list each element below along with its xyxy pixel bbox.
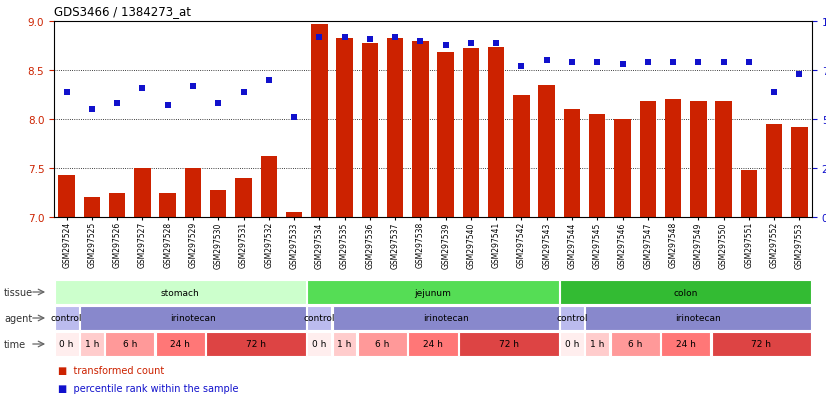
Text: 6 h: 6 h [122, 339, 137, 349]
Bar [55, 306, 78, 330]
Bar [333, 332, 357, 356]
Text: irinotecan: irinotecan [423, 314, 468, 323]
Text: 0 h: 0 h [312, 339, 326, 349]
Bar [661, 332, 710, 356]
Bar [412, 41, 429, 218]
Bar [156, 332, 205, 356]
Bar [539, 85, 555, 218]
Text: control: control [51, 314, 83, 323]
Text: 72 h: 72 h [499, 339, 519, 349]
Text: tissue: tissue [4, 287, 33, 297]
Bar [488, 48, 505, 218]
Bar [513, 95, 529, 218]
Bar [665, 100, 681, 218]
Bar [80, 306, 306, 330]
Bar [639, 102, 656, 218]
Bar [260, 157, 277, 218]
Bar [589, 115, 605, 218]
Bar [83, 198, 100, 218]
Bar [586, 306, 811, 330]
Text: 24 h: 24 h [676, 339, 695, 349]
Bar [307, 306, 331, 330]
Text: jejunum: jejunum [415, 288, 452, 297]
Text: stomach: stomach [161, 288, 200, 297]
Bar [311, 25, 328, 218]
Text: ■  transformed count: ■ transformed count [58, 365, 164, 375]
Text: agent: agent [4, 313, 32, 323]
Bar [791, 128, 808, 218]
Bar [336, 38, 353, 218]
Bar [715, 102, 732, 218]
Text: ■  percentile rank within the sample: ■ percentile rank within the sample [58, 383, 239, 393]
Bar [459, 332, 558, 356]
Bar [438, 53, 453, 218]
Bar [134, 169, 150, 218]
Bar [586, 332, 609, 356]
Text: time: time [4, 339, 26, 349]
Text: irinotecan: irinotecan [676, 314, 721, 323]
Bar [307, 280, 558, 304]
Bar [206, 332, 306, 356]
Text: 72 h: 72 h [752, 339, 771, 349]
Bar [109, 193, 126, 218]
Text: 1 h: 1 h [337, 339, 352, 349]
Bar [560, 306, 584, 330]
Bar [59, 176, 75, 218]
Text: 0 h: 0 h [565, 339, 579, 349]
Text: 6 h: 6 h [375, 339, 390, 349]
Text: 0 h: 0 h [59, 339, 74, 349]
Text: control: control [303, 314, 335, 323]
Bar [712, 332, 811, 356]
Bar [409, 332, 458, 356]
Bar [560, 332, 584, 356]
Bar [333, 306, 558, 330]
Bar [286, 213, 302, 218]
Bar [560, 280, 811, 304]
Text: GDS3466 / 1384273_at: GDS3466 / 1384273_at [54, 5, 191, 18]
Bar [159, 193, 176, 218]
Bar [55, 332, 78, 356]
Bar [463, 49, 479, 218]
Bar [564, 110, 580, 218]
Bar [105, 332, 154, 356]
Bar [615, 120, 631, 218]
Bar [362, 43, 378, 218]
Bar [741, 171, 757, 218]
Bar [766, 125, 782, 218]
Bar [610, 332, 660, 356]
Bar [80, 332, 104, 356]
Text: 1 h: 1 h [590, 339, 605, 349]
Bar [387, 38, 403, 218]
Text: 72 h: 72 h [246, 339, 266, 349]
Text: control: control [556, 314, 588, 323]
Bar [690, 102, 706, 218]
Text: 6 h: 6 h [628, 339, 643, 349]
Bar [358, 332, 407, 356]
Bar [55, 280, 306, 304]
Text: colon: colon [673, 288, 698, 297]
Text: 24 h: 24 h [170, 339, 190, 349]
Bar [307, 332, 331, 356]
Text: 24 h: 24 h [423, 339, 443, 349]
Text: irinotecan: irinotecan [170, 314, 216, 323]
Text: 1 h: 1 h [85, 339, 99, 349]
Bar [235, 178, 252, 218]
Bar [210, 190, 226, 218]
Bar [185, 169, 202, 218]
